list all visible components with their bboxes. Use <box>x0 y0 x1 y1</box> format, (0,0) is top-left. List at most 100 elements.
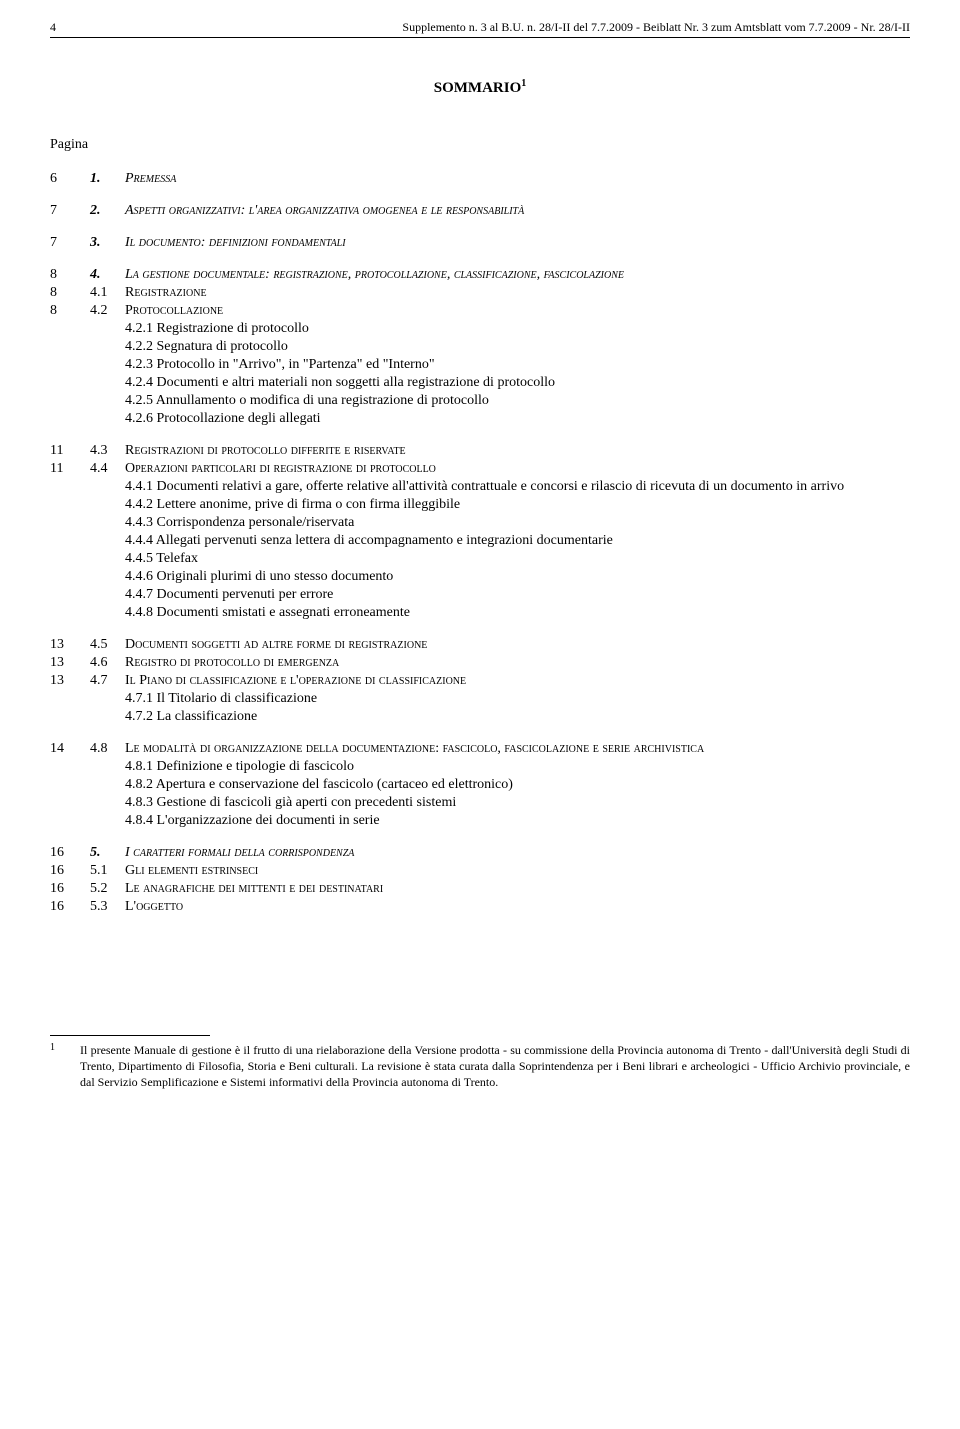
toc-section-number: 4.3 <box>90 443 125 459</box>
toc-text: Aspetti organizzativi: l'area organizzat… <box>125 203 910 219</box>
toc-gap <box>50 623 910 637</box>
table-of-contents: 61.Premessa 72.Aspetti organizzativi: l'a… <box>50 171 910 915</box>
toc-section-number: 4.8 <box>90 741 125 757</box>
toc-text: Documenti soggetti ad altre forme di reg… <box>125 637 910 653</box>
page-number: 4 <box>50 20 56 35</box>
toc-text: Le anagrafiche dei mittenti e dei destin… <box>125 881 910 897</box>
toc-subitem: 4.4.8 Documenti smistati e assegnati err… <box>50 605 910 621</box>
toc-section-number: 5.1 <box>90 863 125 879</box>
toc-text: Premessa <box>125 171 910 187</box>
toc-gap <box>50 189 910 203</box>
toc-text: 4.8.2 Apertura e conservazione del fasci… <box>125 777 910 793</box>
toc-subitem: 4.7.2 La classificazione <box>50 709 910 725</box>
toc-subitem: 4.8.1 Definizione e tipologie di fascico… <box>50 759 910 775</box>
toc-item: 61.Premessa <box>50 171 910 187</box>
toc-text: 4.2.2 Segnatura di protocollo <box>125 339 910 355</box>
toc-section-number: 5. <box>90 845 125 861</box>
toc-item: 134.7Il Piano di classificazione e l'ope… <box>50 673 910 689</box>
toc-section-number: 1. <box>90 171 125 187</box>
toc-subitem: 4.4.7 Documenti pervenuti per errore <box>50 587 910 603</box>
toc-subitem: 4.7.1 Il Titolario di classificazione <box>50 691 910 707</box>
toc-item: 165.1Gli elementi estrinseci <box>50 863 910 879</box>
toc-gap <box>50 429 910 443</box>
toc-page-number: 11 <box>50 443 90 459</box>
footnote: 1 Il presente Manuale di gestione è il f… <box>50 1042 910 1091</box>
toc-subitem: 4.2.1 Registrazione di protocollo <box>50 321 910 337</box>
toc-text: 4.8.1 Definizione e tipologie di fascico… <box>125 759 910 775</box>
toc-page-number: 8 <box>50 267 90 283</box>
toc-text: Gli elementi estrinseci <box>125 863 910 879</box>
toc-section-number: 5.3 <box>90 899 125 915</box>
toc-section-number: 5.2 <box>90 881 125 897</box>
toc-page-number: 16 <box>50 845 90 861</box>
toc-page-number: 16 <box>50 881 90 897</box>
toc-section-number: 4.5 <box>90 637 125 653</box>
toc-page-number: 14 <box>50 741 90 757</box>
toc-page-number: 7 <box>50 203 90 219</box>
toc-subitem: 4.4.2 Lettere anonime, prive di firma o … <box>50 497 910 513</box>
toc-page-number: 11 <box>50 461 90 477</box>
toc-text: Il Piano di classificazione e l'operazio… <box>125 673 910 689</box>
toc-subitem: 4.4.1 Documenti relativi a gare, offerte… <box>50 479 910 495</box>
toc-text: Operazioni particolari di registrazione … <box>125 461 910 477</box>
document-title: SOMMARIO1 <box>50 78 910 97</box>
page-header: 4 Supplemento n. 3 al B.U. n. 28/I-II de… <box>50 20 910 38</box>
toc-subitem: 4.8.2 Apertura e conservazione del fasci… <box>50 777 910 793</box>
toc-item: 72.Aspetti organizzativi: l'area organiz… <box>50 203 910 219</box>
toc-page-number: 7 <box>50 235 90 251</box>
document-page: 4 Supplemento n. 3 al B.U. n. 28/I-II de… <box>0 0 960 1121</box>
toc-text: 4.4.8 Documenti smistati e assegnati err… <box>125 605 910 621</box>
toc-page-number: 13 <box>50 673 90 689</box>
toc-subitem: 4.2.2 Segnatura di protocollo <box>50 339 910 355</box>
toc-text: 4.2.1 Registrazione di protocollo <box>125 321 910 337</box>
toc-page-number: 8 <box>50 303 90 319</box>
toc-text: Le modalità di organizzazione della docu… <box>125 741 910 757</box>
header-text: Supplemento n. 3 al B.U. n. 28/I-II del … <box>402 20 910 35</box>
toc-page-number: 16 <box>50 863 90 879</box>
toc-subitem: 4.4.5 Telefax <box>50 551 910 567</box>
toc-text: I caratteri formali della corrispondenza <box>125 845 910 861</box>
toc-item: 73.Il documento: definizioni fondamental… <box>50 235 910 251</box>
toc-item: 84.La gestione documentale: registrazion… <box>50 267 910 283</box>
toc-item: 144.8Le modalità di organizzazione della… <box>50 741 910 757</box>
toc-text: 4.8.3 Gestione di fascicoli già aperti c… <box>125 795 910 811</box>
toc-section-number: 3. <box>90 235 125 251</box>
toc-text: 4.2.4 Documenti e altri materiali non so… <box>125 375 910 391</box>
toc-section-number: 4.4 <box>90 461 125 477</box>
toc-text: 4.4.6 Originali plurimi di uno stesso do… <box>125 569 910 585</box>
toc-section-number: 4.7 <box>90 673 125 689</box>
toc-text: 4.8.4 L'organizzazione dei documenti in … <box>125 813 910 829</box>
toc-text: 4.4.3 Corrispondenza personale/riservata <box>125 515 910 531</box>
toc-section-number: 2. <box>90 203 125 219</box>
toc-page-number: 8 <box>50 285 90 301</box>
toc-section-number: 4. <box>90 267 125 283</box>
toc-text: Il documento: definizioni fondamentali <box>125 235 910 251</box>
toc-text: 4.2.5 Annullamento o modifica di una reg… <box>125 393 910 409</box>
pagina-label: Pagina <box>50 137 910 153</box>
toc-subitem: 4.2.4 Documenti e altri materiali non so… <box>50 375 910 391</box>
toc-text: 4.7.2 La classificazione <box>125 709 910 725</box>
toc-gap <box>50 831 910 845</box>
toc-text: 4.2.3 Protocollo in "Arrivo", in "Parten… <box>125 357 910 373</box>
toc-text: 4.4.4 Allegati pervenuti senza lettera d… <box>125 533 910 549</box>
toc-item: 165.3L'oggetto <box>50 899 910 915</box>
toc-page-number: 6 <box>50 171 90 187</box>
toc-text: 4.4.1 Documenti relativi a gare, offerte… <box>125 479 910 495</box>
toc-item: 114.3Registrazioni di protocollo differi… <box>50 443 910 459</box>
toc-section-number: 4.6 <box>90 655 125 671</box>
toc-subitem: 4.2.3 Protocollo in "Arrivo", in "Parten… <box>50 357 910 373</box>
toc-text: 4.4.5 Telefax <box>125 551 910 567</box>
toc-page-number: 13 <box>50 655 90 671</box>
toc-text: Registrazioni di protocollo differite e … <box>125 443 910 459</box>
toc-page-number: 16 <box>50 899 90 915</box>
toc-text: 4.7.1 Il Titolario di classificazione <box>125 691 910 707</box>
toc-item: 84.2Protocollazione <box>50 303 910 319</box>
toc-subitem: 4.4.4 Allegati pervenuti senza lettera d… <box>50 533 910 549</box>
toc-text: Registro di protocollo di emergenza <box>125 655 910 671</box>
toc-text: L'oggetto <box>125 899 910 915</box>
toc-item: 114.4Operazioni particolari di registraz… <box>50 461 910 477</box>
toc-subitem: 4.2.6 Protocollazione degli allegati <box>50 411 910 427</box>
toc-text: 4.2.6 Protocollazione degli allegati <box>125 411 910 427</box>
toc-gap <box>50 727 910 741</box>
toc-item: 165.I caratteri formali della corrispond… <box>50 845 910 861</box>
